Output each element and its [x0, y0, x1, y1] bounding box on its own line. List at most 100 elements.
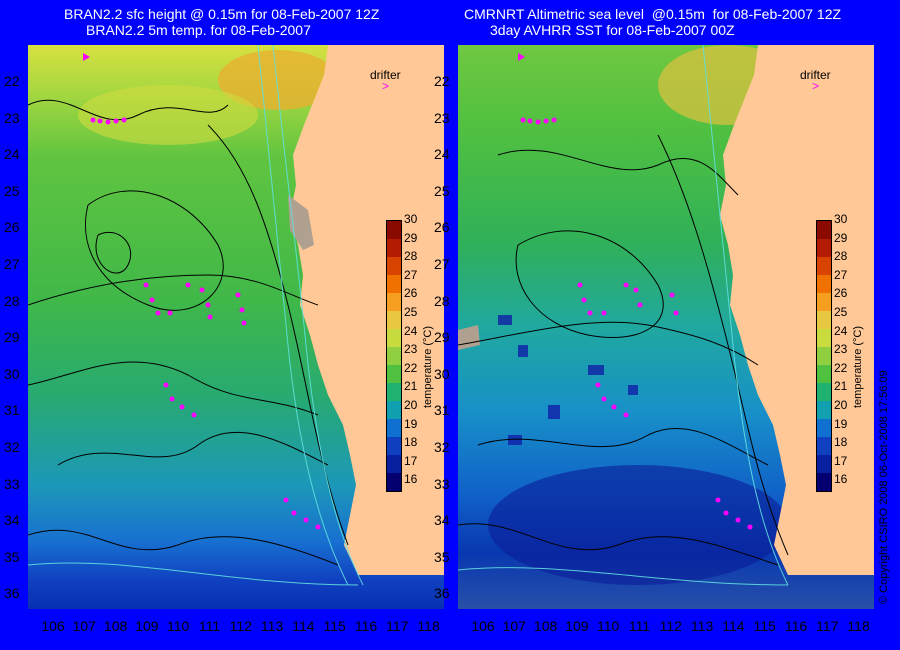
x-tick-label: 106	[41, 618, 65, 634]
colorbar-tick-label: 24	[834, 323, 848, 338]
land-mass	[720, 45, 874, 575]
x-tick-label: 113	[260, 618, 284, 634]
y-tick-label: 27	[434, 256, 450, 272]
colorbar-tick-label: 29	[834, 230, 848, 245]
colorbar-segment	[387, 473, 401, 491]
colorbar-label-left: temperature (°C)	[422, 325, 434, 408]
colorbar-tick-label: 26	[834, 286, 848, 301]
y-tick-label: 23	[4, 109, 20, 126]
colorbar-tick-label: 20	[404, 398, 418, 412]
colorbar-tick-label: 16	[834, 472, 848, 487]
x-tick-label: 118	[417, 618, 440, 634]
drifter-marker-icon: >	[812, 79, 820, 93]
y-tick-label: 32	[4, 439, 20, 455]
colorbar-tick-label: 20	[834, 398, 848, 412]
x-tick-label: 117	[386, 618, 409, 634]
left-title-line2: BRAN2.2 5m temp. for 08-Feb-2007	[86, 22, 311, 38]
drifter-legend-left: drifter >	[370, 68, 401, 93]
colorbar-segment	[387, 383, 401, 401]
colorbar-segment	[817, 383, 831, 401]
colorbar-segment	[387, 257, 401, 275]
y-tick-label: 33	[4, 475, 20, 492]
colorbar-tick-label: 28	[404, 249, 418, 264]
colorbar-segment	[387, 239, 401, 257]
drifter-marker-icon: >	[382, 79, 390, 93]
colorbar-tick-label: 25	[834, 305, 848, 319]
colorbar-tick-label: 19	[404, 416, 418, 431]
copyright-text: © Copyright CSIRO 2008 06-Oct-2008 17:56…	[878, 370, 890, 604]
right-title-line2: 3day AVHRR SST for 08-Feb-2007 00Z	[490, 22, 735, 38]
y-tick-label: 33	[434, 475, 450, 492]
colorbar-segment	[387, 419, 401, 437]
x-tick-label: 110	[167, 618, 190, 634]
colorbar-tick-label: 18	[834, 435, 848, 450]
x-tick-label: 116	[354, 618, 378, 634]
colorbar-tick-label: 22	[834, 360, 848, 375]
colorbar-tick-label: 16	[404, 472, 418, 487]
colorbar-segment	[817, 473, 831, 491]
colorbar-segment	[817, 401, 831, 419]
y-tick-label: 22	[4, 73, 20, 89]
colorbar-tick-label: 17	[834, 453, 848, 468]
colorbar-tick-label: 23	[404, 342, 418, 357]
colorbar-tick-label: 24	[404, 323, 418, 338]
colorbar-segment	[817, 221, 831, 239]
y-tick-label: 35	[4, 548, 20, 565]
colorbar-segment	[387, 401, 401, 419]
y-tick-label: 30	[4, 365, 20, 382]
x-tick-label: 115	[753, 618, 776, 634]
colorbar-segment	[387, 275, 401, 293]
colorbar-tick-label: 21	[404, 379, 418, 394]
x-tick-label: 112	[229, 618, 252, 634]
y-tick-label: 24	[4, 146, 20, 163]
right-map	[458, 45, 874, 609]
y-tick-label: 29	[4, 329, 20, 346]
y-tick-label: 24	[434, 146, 450, 163]
x-tick-label: 110	[597, 618, 620, 634]
y-tick-label: 36	[4, 585, 20, 602]
x-tick-label: 108	[103, 618, 128, 634]
colorbar-segment	[817, 347, 831, 365]
right-map-panel	[458, 45, 874, 609]
colorbar-segment	[817, 419, 831, 437]
colorbar-left	[386, 220, 402, 492]
y-tick-label: 35	[434, 548, 450, 565]
colorbar-tick-label: 28	[834, 249, 848, 264]
y-tick-label: 34	[434, 512, 450, 529]
land-mass	[290, 45, 444, 575]
colorbar-tick-label: 26	[404, 286, 418, 301]
colorbar-segment	[817, 275, 831, 293]
x-tick-label: 116	[784, 618, 808, 634]
colorbar-segment	[817, 365, 831, 383]
y-tick-label: 32	[434, 439, 450, 455]
y-tick-label: 27	[4, 256, 20, 272]
x-tick-label: 112	[659, 618, 682, 634]
colorbar-segment	[817, 437, 831, 455]
y-tick-label: 22	[434, 73, 450, 89]
y-tick-label: 29	[434, 329, 450, 346]
colorbar-tick-label: 30	[834, 212, 848, 226]
colorbar-segment	[817, 311, 831, 329]
x-tick-label: 117	[816, 618, 839, 634]
left-title-line1: BRAN2.2 sfc height @ 0.15m for 08-Feb-20…	[64, 6, 380, 22]
colorbar-segment	[387, 365, 401, 383]
colorbar-tick-label: 19	[834, 416, 848, 431]
left-map	[28, 45, 444, 609]
colorbar-segment	[387, 329, 401, 347]
colorbar-segment	[387, 437, 401, 455]
y-tick-label: 25	[4, 182, 20, 199]
colorbar-label-right: temperature (°C)	[852, 325, 864, 408]
y-tick-label: 26	[434, 219, 450, 236]
x-tick-label: 115	[323, 618, 346, 634]
y-tick-label: 28	[434, 292, 450, 309]
colorbar-segment	[817, 329, 831, 347]
colorbar-segment	[387, 221, 401, 239]
y-tick-label: 23	[434, 109, 450, 126]
colorbar-segment	[817, 455, 831, 473]
right-title-line1: CMRNRT Altimetric sea level @0.15m for 0…	[464, 6, 842, 22]
y-tick-label: 26	[4, 219, 20, 236]
y-tick-label: 31	[4, 402, 20, 419]
x-tick-label: 111	[628, 618, 651, 634]
y-tick-label: 28	[4, 292, 20, 309]
colorbar-segment	[817, 293, 831, 311]
